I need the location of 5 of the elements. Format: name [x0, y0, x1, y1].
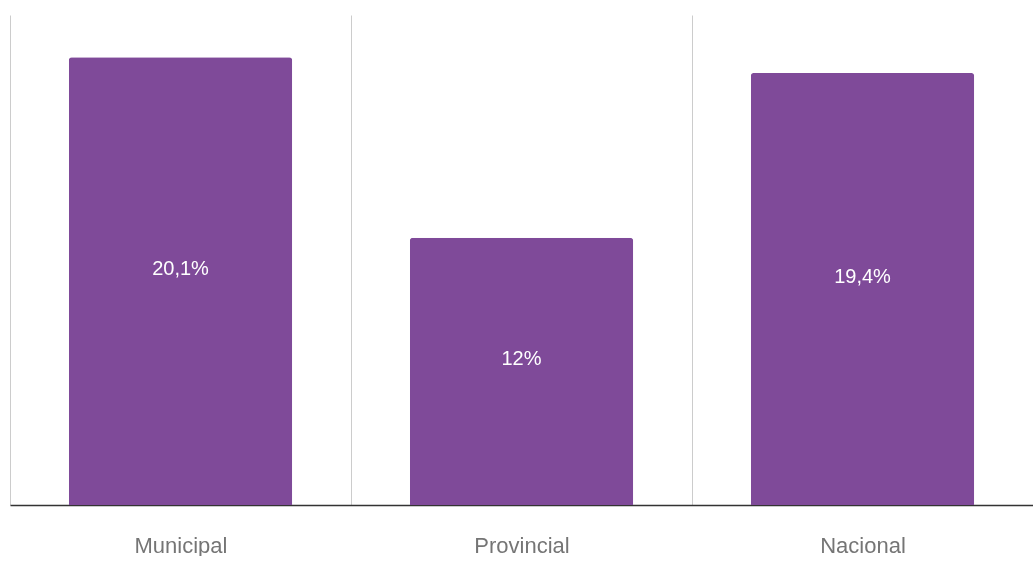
x-tick-label: Nacional	[820, 532, 906, 558]
x-tick-label: Provincial	[474, 532, 570, 558]
data-label: 20,1%	[152, 257, 210, 280]
data-label: 12%	[501, 347, 542, 370]
data-label: 19,4%	[834, 264, 892, 287]
